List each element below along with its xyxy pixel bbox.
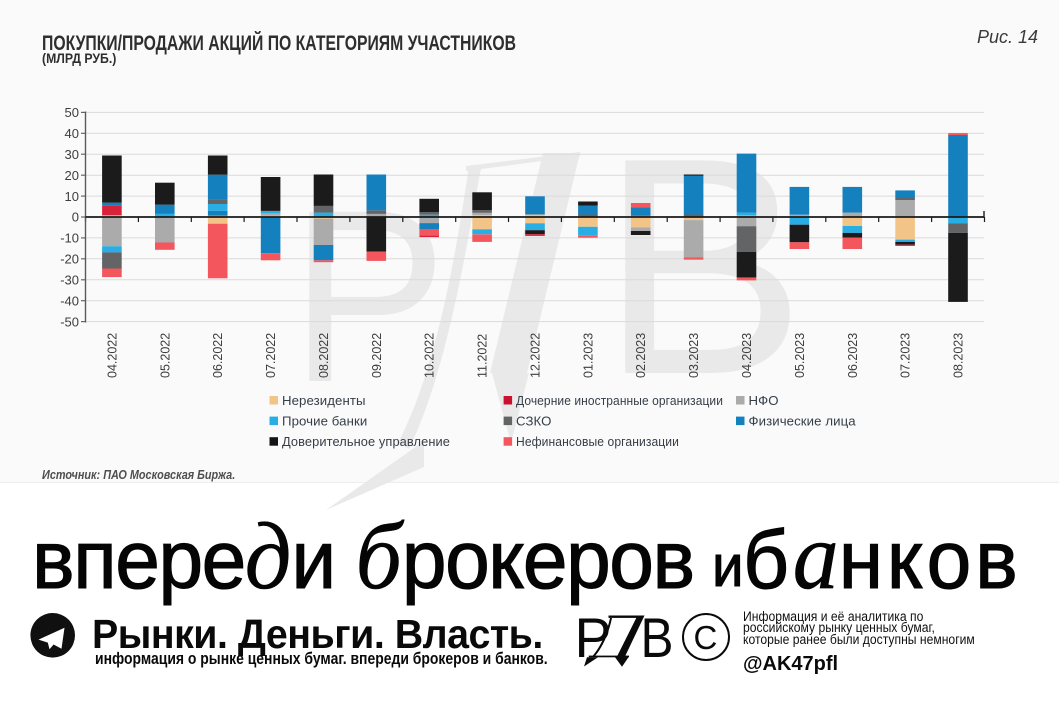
svg-text:03.2023: 03.2023	[687, 333, 701, 378]
svg-text:40: 40	[65, 126, 79, 141]
svg-text:05.2022: 05.2022	[158, 333, 172, 378]
svg-text:0: 0	[72, 210, 79, 225]
svg-text:07.2023: 07.2023	[899, 333, 913, 378]
svg-text:СЗКО: СЗКО	[516, 413, 552, 428]
svg-text:11.2022: 11.2022	[476, 334, 490, 378]
svg-text:В: В	[641, 607, 674, 669]
svg-text:02.2023: 02.2023	[634, 333, 648, 378]
svg-text:Физические лица: Физические лица	[749, 413, 857, 428]
svg-text:Дочерние иностранные организац: Дочерние иностранные организации	[516, 393, 723, 408]
svg-text:08.2022: 08.2022	[317, 333, 331, 378]
svg-text:05.2023: 05.2023	[793, 333, 807, 378]
svg-text:НФО: НФО	[749, 393, 779, 408]
svg-text:20: 20	[65, 168, 79, 183]
svg-text:10: 10	[65, 189, 79, 204]
svg-text:12.2022: 12.2022	[529, 333, 543, 378]
svg-text:04.2022: 04.2022	[105, 333, 119, 378]
svg-text:50: 50	[65, 105, 79, 120]
svg-text:-20: -20	[60, 252, 79, 267]
svg-text:Нерезиденты: Нерезиденты	[282, 393, 366, 408]
svg-text:04.2023: 04.2023	[740, 333, 754, 378]
svg-text:В: В	[600, 94, 806, 439]
svg-text:-30: -30	[60, 273, 79, 288]
svg-text:Нефинансовые организации: Нефинансовые организации	[516, 434, 679, 449]
svg-text:-50: -50	[60, 314, 79, 329]
svg-text:Доверительное управление: Доверительное управление	[282, 434, 450, 449]
svg-text:-40: -40	[60, 293, 79, 308]
svg-text:10.2022: 10.2022	[423, 333, 437, 378]
svg-text:07.2022: 07.2022	[264, 333, 278, 378]
svg-text:Прочие банки: Прочие банки	[282, 413, 367, 428]
svg-text:С: С	[694, 619, 718, 656]
svg-text:30: 30	[65, 147, 79, 162]
svg-text:01.2023: 01.2023	[581, 333, 595, 378]
svg-text:06.2022: 06.2022	[211, 333, 225, 378]
svg-text:09.2022: 09.2022	[370, 333, 384, 378]
svg-text:08.2023: 08.2023	[952, 333, 966, 378]
svg-text:06.2023: 06.2023	[846, 333, 860, 378]
svg-text:-10: -10	[60, 231, 79, 246]
